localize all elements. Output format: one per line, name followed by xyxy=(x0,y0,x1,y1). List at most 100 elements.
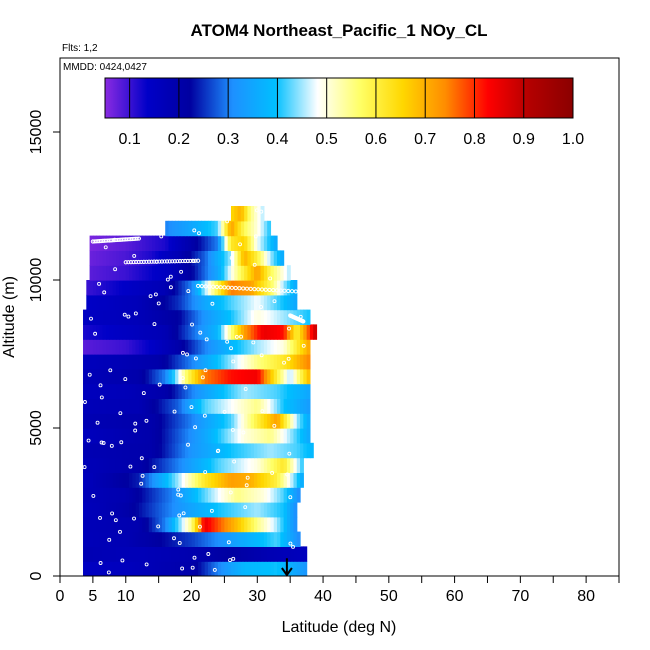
heatmap-cell xyxy=(158,531,163,547)
heatmap-cell xyxy=(138,309,143,325)
heatmap-cell xyxy=(115,235,120,251)
sample-point xyxy=(154,259,159,264)
heatmap-cell xyxy=(254,502,258,518)
x-tick-label: 40 xyxy=(314,588,332,605)
sample-point xyxy=(113,518,118,523)
heatmap-cell xyxy=(270,487,275,503)
heatmap-cell xyxy=(224,220,229,237)
heatmap-cell xyxy=(115,531,120,547)
heatmap-cell xyxy=(273,457,278,473)
heatmap-cell xyxy=(211,442,216,459)
heatmap-cell xyxy=(112,280,117,296)
heatmap-cell xyxy=(270,502,275,518)
heatmap-cell xyxy=(148,309,153,325)
heatmap-cell xyxy=(198,546,202,562)
flight-track-point xyxy=(139,259,144,265)
heatmap-cell xyxy=(254,531,258,547)
flight-track-point xyxy=(141,259,146,264)
heatmap-cell xyxy=(112,428,117,444)
heatmap-cell xyxy=(142,531,147,547)
heatmap-cell xyxy=(129,516,133,533)
sample-point xyxy=(202,413,207,418)
heatmap-cell xyxy=(263,516,268,533)
heatmap-cell xyxy=(221,339,226,355)
heatmap-cell xyxy=(254,561,258,576)
heatmap-cell xyxy=(201,531,206,547)
heatmap-cell xyxy=(191,220,196,237)
heatmap-cell xyxy=(254,294,258,311)
heatmap-cell xyxy=(224,531,229,547)
heatmap-cell xyxy=(286,280,291,296)
heatmap-cell xyxy=(135,250,140,266)
heatmap-cell xyxy=(168,294,173,311)
heatmap-cell xyxy=(184,413,189,429)
heatmap-cell xyxy=(263,220,268,237)
heatmap-cell xyxy=(221,516,226,533)
heatmap-cell xyxy=(145,294,150,311)
sample-point xyxy=(179,269,184,274)
heatmap-cell xyxy=(300,457,304,473)
arrow-head xyxy=(281,567,293,577)
heatmap-cell xyxy=(270,250,275,266)
heatmap-cell xyxy=(92,354,97,370)
sample-point xyxy=(210,301,215,306)
heatmap-cell xyxy=(122,561,127,576)
heatmap-cell xyxy=(194,442,199,459)
heatmap-cell xyxy=(224,398,229,414)
heatmap-cell xyxy=(230,398,235,414)
heatmap-cell xyxy=(184,294,189,311)
heatmap-cell xyxy=(201,398,206,414)
sample-point xyxy=(255,208,259,213)
heatmap-cell xyxy=(86,339,91,355)
heatmap-cell xyxy=(122,502,127,518)
heatmap-cell xyxy=(221,546,226,562)
heatmap-cell xyxy=(283,561,288,576)
heatmap-cell xyxy=(198,531,202,547)
heatmap-cell xyxy=(96,309,101,325)
heatmap-cell xyxy=(145,561,150,576)
heatmap-cell xyxy=(221,457,226,473)
heatmap-cell xyxy=(263,531,268,547)
heatmap-cell xyxy=(244,235,249,251)
heatmap-cell xyxy=(260,398,265,414)
heatmap-cell xyxy=(168,428,173,444)
heatmap-cell xyxy=(296,339,301,355)
heatmap-cell xyxy=(165,487,170,503)
sample-point xyxy=(234,334,239,339)
heatmap-cell xyxy=(303,354,308,370)
heatmap-cell xyxy=(221,413,226,429)
heatmap-cell xyxy=(244,324,249,340)
heatmap-cell xyxy=(293,546,298,562)
sample-point xyxy=(86,438,91,443)
heatmap-cell xyxy=(171,428,176,444)
heatmap-cell xyxy=(283,516,288,533)
heatmap-cell xyxy=(148,368,153,385)
sample-point xyxy=(109,443,114,448)
heatmap-cell xyxy=(254,206,258,222)
heatmap-cell xyxy=(217,294,222,311)
sample-point xyxy=(119,440,124,445)
heatmap-cell xyxy=(184,324,189,340)
heatmap-cell xyxy=(296,457,301,473)
heatmap-cell xyxy=(283,472,288,488)
sample-point xyxy=(183,385,188,390)
heatmap-cell xyxy=(296,487,301,503)
sample-point xyxy=(197,524,202,529)
heatmap-cell xyxy=(191,531,196,547)
heatmap-cell xyxy=(280,472,285,488)
heatmap-cell xyxy=(303,428,308,444)
heatmap-cell xyxy=(155,235,160,251)
flight-track-point xyxy=(136,259,141,265)
heatmap-cell xyxy=(224,457,229,473)
heatmap-cell xyxy=(198,309,202,325)
sample-point xyxy=(282,360,286,365)
heatmap-cell xyxy=(211,561,216,576)
heatmap-cell xyxy=(257,413,262,429)
heatmap-cell xyxy=(191,339,196,355)
flight-track-point xyxy=(229,285,235,290)
heatmap-cell xyxy=(168,546,173,562)
heatmap-cell xyxy=(171,546,176,562)
sample-point xyxy=(229,255,234,260)
heatmap-cell xyxy=(201,383,206,399)
heatmap-cell xyxy=(194,339,199,355)
